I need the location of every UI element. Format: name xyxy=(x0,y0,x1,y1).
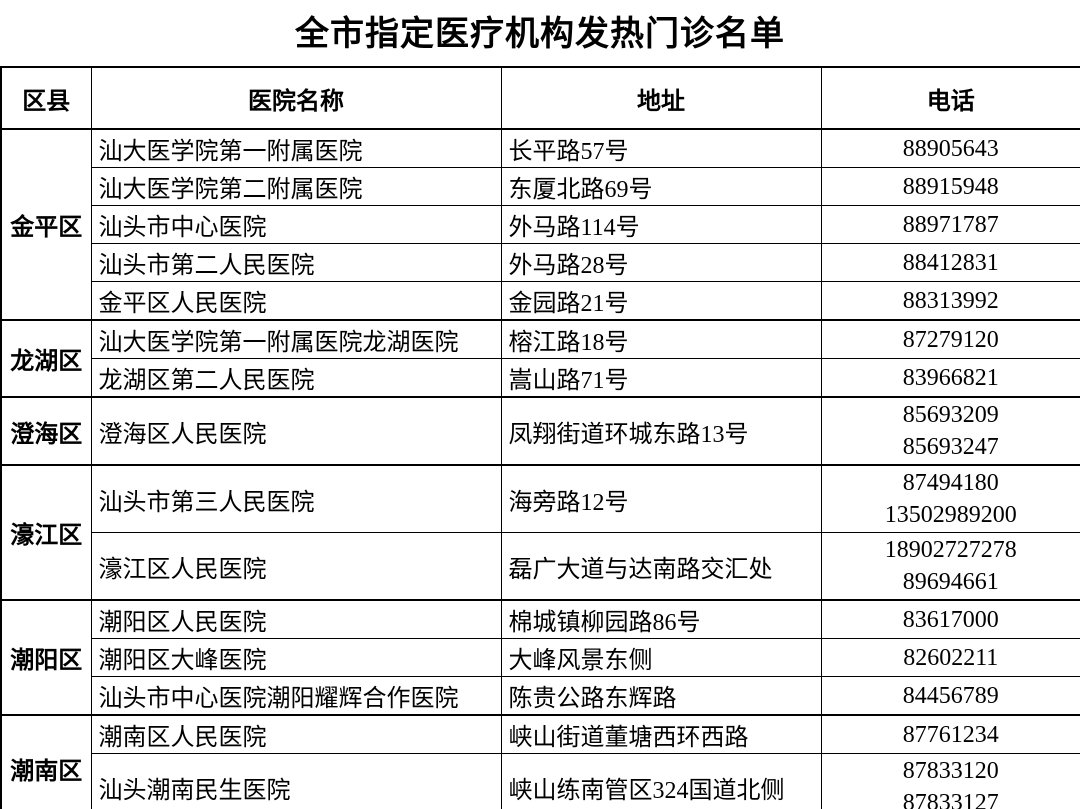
phone-number: 87833127 xyxy=(902,790,999,809)
phone-number: 87761234 xyxy=(902,721,999,748)
address-cell: 海旁路12号 xyxy=(500,464,822,533)
hospital-name-cell: 汕头市第二人民医院 xyxy=(90,243,502,282)
phone-cell: 18902727278 89694661 xyxy=(820,532,1080,601)
address-cell: 金园路21号 xyxy=(500,281,822,321)
table-row: 金平区人民医院 金园路21号 88313992 xyxy=(1,281,1080,321)
phone-cell: 85693209 85693247 xyxy=(820,396,1080,466)
hospital-name-cell: 濠江区人民医院 xyxy=(90,532,502,601)
hospital-name-cell: 澄海区人民医院 xyxy=(90,396,502,466)
phone-cell: 88313992 xyxy=(820,281,1080,321)
phone-cell: 87833120 87833127 xyxy=(820,753,1080,809)
hospital-name-cell: 汕大医学院第二附属医院 xyxy=(90,167,502,206)
phone-number: 88915948 xyxy=(902,173,999,200)
address-cell: 峡山练南管区324国道北侧 xyxy=(500,753,822,809)
phone-cell: 87494180 13502989200 xyxy=(820,464,1080,533)
header-district: 区县 xyxy=(0,66,92,130)
hospital-name-cell: 潮阳区人民医院 xyxy=(90,599,502,639)
district-cell: 澄海区 xyxy=(0,396,92,466)
table-row: 汕头市中心医院潮阳耀辉合作医院 陈贵公路东辉路 84456789 xyxy=(1,676,1080,716)
header-phone: 电话 xyxy=(820,66,1080,130)
phone-number: 84456789 xyxy=(902,682,999,709)
phone-number: 13502989200 xyxy=(884,502,1017,528)
header-address: 地址 xyxy=(500,66,822,130)
phone-cell: 87761234 xyxy=(820,714,1080,754)
table-row: 汕头市第二人民医院 外马路28号 88412831 xyxy=(1,243,1080,282)
phone-number: 88412831 xyxy=(902,249,999,276)
address-cell: 东厦北路69号 xyxy=(500,167,822,206)
address-cell: 外马路114号 xyxy=(500,205,822,244)
phone-cell: 87279120 xyxy=(820,319,1080,359)
header-row: 区县 医院名称 地址 电话 xyxy=(0,66,1080,130)
district-cell: 濠江区 xyxy=(0,464,92,601)
phone-number: 87494180 xyxy=(902,470,999,496)
phone-cell: 88412831 xyxy=(820,243,1080,282)
phone-cell: 88905643 xyxy=(820,128,1080,168)
fever-clinic-table: 区县 医院名称 地址 电话 金平区 汕大医学院第一附属医院 长平路57号 889056… xyxy=(0,66,1080,809)
hospital-name-cell: 汕大医学院第一附属医院 xyxy=(90,128,502,168)
phone-number: 87279120 xyxy=(902,326,999,353)
phone-number: 88905643 xyxy=(902,135,999,162)
phone-number: 88313992 xyxy=(902,287,999,314)
phone-cell: 88971787 xyxy=(820,205,1080,244)
phone-number: 85693247 xyxy=(902,434,999,460)
hospital-name-cell: 汕头市第三人民医院 xyxy=(90,464,502,533)
phone-cell: 83966821 xyxy=(820,358,1080,398)
phone-cell: 83617000 xyxy=(820,599,1080,639)
header-hospital-name: 医院名称 xyxy=(90,66,502,130)
address-cell: 凤翔街道环城东路13号 xyxy=(500,396,822,466)
table-row: 潮阳区 潮阳区人民医院 棉城镇柳园路86号 83617000 xyxy=(0,599,1080,716)
district-cell: 金平区 xyxy=(0,128,92,321)
table-row: 龙湖区 汕大医学院第一附属医院龙湖医院 榕江路18号 87279120 xyxy=(0,319,1080,398)
address-cell: 榕江路18号 xyxy=(500,319,822,359)
table-row: 濠江区 汕头市第三人民医院 海旁路12号 87494180 13502989200 xyxy=(0,464,1080,601)
district-cell: 潮阳区 xyxy=(0,599,92,716)
phone-number: 83966821 xyxy=(902,364,999,391)
phone-number: 85693209 xyxy=(902,402,999,428)
table-row: 澄海区 澄海区人民医院 凤翔街道环城东路13号 85693209 85693247 xyxy=(0,396,1080,466)
hospital-name-cell: 汕头市中心医院 xyxy=(90,205,502,244)
hospital-name-cell: 汕头潮南民生医院 xyxy=(90,753,502,809)
table-row: 濠江区人民医院 磊广大道与达南路交汇处 18902727278 89694661 xyxy=(1,532,1080,601)
address-cell: 长平路57号 xyxy=(500,128,822,168)
table-row: 汕大医学院第二附属医院 东厦北路69号 88915948 xyxy=(1,167,1080,206)
phone-cell: 88915948 xyxy=(820,167,1080,206)
phone-number: 83617000 xyxy=(902,606,999,633)
phone-number: 87833120 xyxy=(902,758,999,784)
hospital-name-cell: 潮南区人民医院 xyxy=(90,714,502,754)
address-cell: 陈贵公路东辉路 xyxy=(500,676,822,716)
page-title: 全市指定医疗机构发热门诊名单 xyxy=(295,16,785,53)
phone-cell: 84456789 xyxy=(820,676,1080,716)
table-row: 汕头潮南民生医院 峡山练南管区324国道北侧 87833120 87833127 xyxy=(1,753,1080,809)
phone-number: 18902727278 xyxy=(884,537,1017,563)
address-cell: 大峰风景东侧 xyxy=(500,638,822,677)
phone-number: 88971787 xyxy=(902,211,999,238)
table-row: 龙湖区第二人民医院 嵩山路71号 83966821 xyxy=(1,358,1080,398)
district-cell: 潮南区 xyxy=(0,714,92,809)
hospital-name-cell: 汕大医学院第一附属医院龙湖医院 xyxy=(90,319,502,359)
hospital-name-cell: 龙湖区第二人民医院 xyxy=(90,358,502,398)
address-cell: 棉城镇柳园路86号 xyxy=(500,599,822,639)
phone-cell: 82602211 xyxy=(820,638,1080,677)
table-row: 金平区 汕大医学院第一附属医院 长平路57号 88905643 xyxy=(0,128,1080,321)
address-cell: 峡山街道董塘西环西路 xyxy=(500,714,822,754)
table-body: 金平区 汕大医学院第一附属医院 长平路57号 88905643 汕大医学院第二附属医院东… xyxy=(0,128,1080,809)
table-row: 潮阳区大峰医院 大峰风景东侧 82602211 xyxy=(1,638,1080,677)
address-cell: 外马路28号 xyxy=(500,243,822,282)
table-row: 汕头市中心医院 外马路114号 88971787 xyxy=(1,205,1080,244)
phone-number: 82602211 xyxy=(903,644,999,671)
table-row: 潮南区 潮南区人民医院 峡山街道董塘西环西路 87761234 xyxy=(0,714,1080,809)
address-cell: 磊广大道与达南路交汇处 xyxy=(500,532,822,601)
phone-number: 89694661 xyxy=(902,569,999,595)
hospital-name-cell: 金平区人民医院 xyxy=(90,281,502,321)
hospital-name-cell: 潮阳区大峰医院 xyxy=(90,638,502,677)
district-cell: 龙湖区 xyxy=(0,319,92,398)
address-cell: 嵩山路71号 xyxy=(500,358,822,398)
hospital-name-cell: 汕头市中心医院潮阳耀辉合作医院 xyxy=(90,676,502,716)
